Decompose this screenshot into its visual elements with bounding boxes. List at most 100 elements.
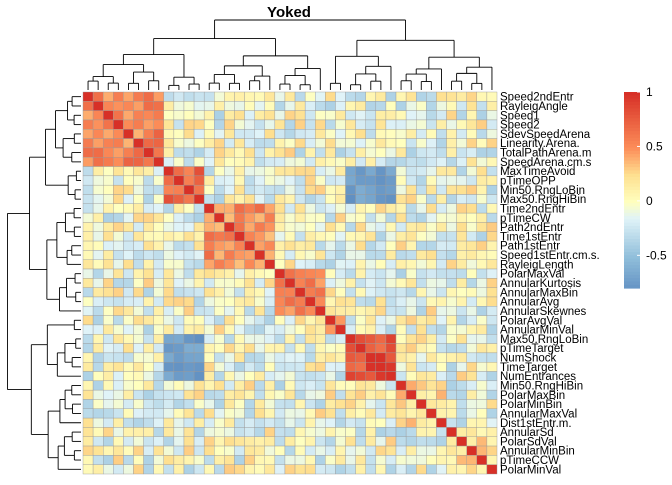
legend-swatch — [624, 183, 640, 188]
heatmap-cell — [486, 408, 498, 419]
heatmap-cell — [476, 194, 488, 205]
heatmap-cell — [486, 417, 498, 428]
heatmap-cell — [446, 212, 457, 223]
row-label: PolarMaxBin — [500, 390, 565, 402]
heatmap-cell — [102, 91, 114, 102]
heatmap-cell — [426, 315, 437, 326]
heatmap-cell — [304, 408, 316, 419]
heatmap-cell — [102, 417, 114, 428]
heatmap-cell — [355, 212, 366, 223]
heatmap-cell — [304, 436, 316, 447]
legend-tick-label: 0 — [646, 194, 653, 208]
heatmap-cell — [456, 445, 467, 456]
heatmap-cell — [163, 91, 175, 102]
heatmap-cell — [446, 315, 457, 326]
heatmap-cell — [214, 427, 225, 437]
heatmap-cell — [355, 371, 366, 382]
heatmap-cell — [234, 417, 245, 428]
heatmap-cell — [123, 212, 134, 223]
heatmap-cell — [486, 455, 498, 465]
heatmap-cell — [365, 147, 377, 158]
heatmap-cell — [486, 343, 498, 354]
heatmap-cell — [133, 240, 144, 251]
legend-swatch — [624, 157, 640, 162]
heatmap-cell — [375, 175, 387, 186]
heatmap-cell — [224, 101, 235, 111]
heatmap-cell — [274, 110, 286, 121]
heatmap-cell — [426, 287, 437, 298]
heatmap-cell — [143, 194, 154, 205]
heatmap-cell — [426, 380, 437, 391]
row-label: Speed1 — [500, 110, 540, 122]
heatmap-cell — [476, 455, 488, 465]
row-label: AnnularMinVal — [500, 325, 574, 337]
heatmap-cell — [456, 278, 467, 288]
heatmap-cell — [315, 166, 326, 177]
heatmap-cell — [244, 306, 255, 316]
heatmap-cell — [385, 362, 397, 372]
heatmap-cell — [163, 287, 175, 298]
heatmap-cell — [456, 119, 467, 130]
heatmap-cell — [143, 212, 154, 223]
heatmap-cell — [315, 464, 326, 475]
heatmap-cell — [405, 334, 417, 344]
heatmap-cell — [224, 306, 235, 316]
heatmap-cell — [315, 101, 326, 111]
row-label: PolarSdVal — [500, 436, 557, 448]
heatmap-cell — [426, 445, 437, 456]
heatmap-cell — [426, 268, 437, 279]
heatmap-cell — [365, 287, 377, 298]
heatmap-cell — [375, 334, 387, 344]
heatmap-cell — [82, 250, 94, 260]
heatmap-cell — [355, 417, 366, 428]
heatmap-cell — [426, 427, 437, 437]
heatmap-cell — [284, 129, 296, 139]
heatmap-cell — [183, 343, 195, 354]
heatmap-cell — [355, 110, 366, 121]
heatmap-cell — [92, 147, 104, 158]
heatmap-cell — [234, 101, 245, 111]
heatmap-cell — [315, 212, 326, 223]
heatmap-cell — [446, 110, 457, 121]
heatmap-cell — [456, 268, 467, 279]
heatmap-cell — [486, 389, 498, 400]
heatmap-cell — [173, 389, 185, 400]
heatmap-cell — [254, 389, 265, 400]
legend-swatch — [624, 105, 640, 109]
heatmap-cell — [102, 371, 114, 382]
heatmap-cell — [335, 157, 346, 167]
heatmap-cell — [123, 464, 134, 475]
heatmap-cell — [113, 110, 124, 121]
heatmap-cell — [325, 343, 336, 354]
heatmap-cell — [92, 278, 104, 288]
heatmap-cell — [325, 157, 336, 167]
heatmap-cell — [264, 138, 276, 149]
heatmap-cell — [456, 306, 467, 316]
heatmap-cell — [436, 278, 447, 288]
heatmap-cell — [254, 464, 265, 475]
heatmap-cell — [446, 408, 457, 419]
heatmap-cell — [395, 464, 407, 475]
heatmap-cell — [426, 101, 437, 111]
heatmap-cell — [375, 250, 387, 260]
heatmap-cell — [284, 175, 296, 186]
heatmap-cell — [193, 250, 205, 260]
heatmap-cell — [143, 445, 154, 456]
heatmap-cell — [82, 455, 94, 465]
heatmap-cell — [143, 231, 154, 242]
heatmap-cell — [365, 445, 377, 456]
heatmap-cell — [92, 427, 104, 437]
heatmap-cell — [294, 455, 306, 465]
heatmap-cell — [355, 194, 366, 205]
heatmap-cell — [102, 101, 114, 111]
heatmap-cell — [82, 464, 94, 475]
heatmap-cell — [385, 101, 397, 111]
heatmap-cell — [446, 147, 457, 158]
heatmap-cell — [304, 147, 316, 158]
heatmap-cell — [143, 138, 154, 149]
heatmap-cell — [234, 287, 245, 298]
heatmap-cell — [456, 101, 467, 111]
heatmap-cell — [405, 166, 417, 177]
heatmap-cell — [214, 455, 225, 465]
heatmap-cell — [133, 212, 144, 223]
